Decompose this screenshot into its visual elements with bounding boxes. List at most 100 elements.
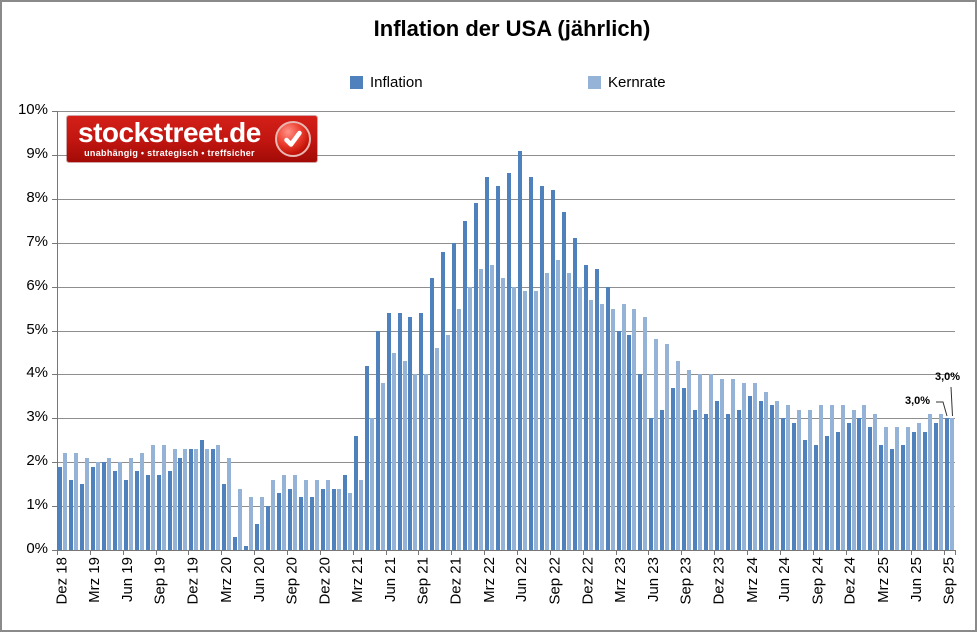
bar-inflation (331, 488, 336, 550)
y-axis-label: 1% (26, 496, 48, 514)
legend-label-inflation: Inflation (370, 73, 423, 91)
x-tick (812, 550, 814, 555)
bar-kernrate (314, 479, 319, 550)
inflation-swatch-icon (350, 75, 363, 89)
x-tick (549, 550, 551, 555)
bar-inflation (846, 422, 851, 550)
bar-kernrate (293, 475, 297, 550)
bar-kernrate (774, 400, 779, 550)
x-axis-label: Dez 22 (579, 557, 597, 605)
bar-inflation (813, 444, 818, 550)
bar-inflation (528, 176, 533, 550)
y-axis-label: 8% (26, 188, 48, 206)
bar-kernrate (501, 277, 505, 550)
bar-inflation (857, 418, 862, 550)
bar-inflation (452, 242, 457, 550)
bar-kernrate (117, 462, 122, 550)
legend-item-inflation: Inflation (350, 72, 423, 92)
bar-inflation (178, 457, 183, 550)
bar-inflation (824, 435, 829, 550)
x-tick (352, 550, 354, 555)
bar-inflation (912, 431, 917, 550)
bar-inflation (682, 387, 687, 550)
x-tick (451, 550, 453, 555)
x-tick (517, 550, 518, 555)
bar-inflation (255, 523, 260, 550)
bar-inflation (364, 365, 369, 550)
annotation-inflation-last: 3,0% (905, 395, 931, 407)
x-tick (155, 550, 157, 555)
bar-inflation (583, 264, 588, 550)
bar-kernrate (862, 405, 867, 550)
gridline (57, 111, 955, 112)
bar-inflation (934, 422, 939, 550)
bar-inflation (594, 269, 599, 550)
x-tick (681, 550, 683, 555)
bar-kernrate (63, 453, 67, 550)
x-tick (254, 550, 256, 555)
bar-kernrate (676, 361, 681, 550)
bar-kernrate (785, 405, 790, 550)
bar-kernrate (522, 291, 527, 550)
bar-inflation (901, 444, 906, 550)
bar-kernrate (205, 449, 210, 550)
x-axis-label: Jun 21 (382, 557, 399, 603)
x-tick (955, 550, 956, 555)
y-axis-label: 0% (26, 540, 48, 557)
bar-kernrate (271, 479, 275, 550)
bar-kernrate (873, 413, 878, 550)
x-axis-label: Mrz 25 (874, 557, 892, 603)
y-axis-label: 7% (26, 232, 48, 250)
bar-inflation (222, 484, 227, 550)
bar-kernrate (249, 497, 254, 550)
bar-kernrate (106, 457, 111, 550)
bar-kernrate (796, 409, 801, 550)
bar-inflation (156, 475, 161, 550)
x-tick (221, 550, 223, 555)
bar-inflation (134, 471, 139, 550)
x-axis-label: Sep 23 (677, 557, 695, 605)
bar-kernrate (731, 378, 735, 550)
bar-inflation (627, 334, 632, 550)
x-axis-label: Dez 24 (842, 557, 859, 605)
x-axis-label: Dez 23 (710, 557, 728, 605)
x-axis-line (57, 550, 955, 551)
bar-inflation (704, 413, 709, 550)
bar-kernrate (391, 352, 396, 550)
bar-kernrate (347, 492, 352, 550)
gridline (57, 506, 955, 508)
x-tick (122, 550, 124, 555)
bar-kernrate (851, 409, 856, 550)
stockstreet-logo: stockstreet.de unabhängig • strategisch … (67, 116, 317, 162)
bar-inflation (375, 330, 380, 550)
bar-inflation (649, 418, 654, 550)
bar-kernrate (742, 383, 746, 550)
y-axis-line (57, 111, 58, 555)
bar-inflation (693, 409, 698, 550)
bar-inflation (408, 317, 413, 550)
x-axis-label: Jun 23 (644, 557, 662, 603)
bar-kernrate (577, 286, 582, 550)
bar-kernrate (435, 348, 440, 550)
bar-kernrate (128, 457, 133, 550)
bar-kernrate (763, 392, 768, 550)
x-tick (911, 550, 913, 555)
bar-kernrate (829, 405, 834, 550)
x-axis-label: Dez 18 (53, 557, 71, 605)
bar-kernrate (544, 273, 549, 550)
x-tick (648, 550, 650, 555)
kernrate-swatch-icon (588, 75, 601, 89)
x-axis-label: Sep 19 (152, 557, 169, 605)
bar-kernrate (369, 418, 374, 550)
bar-kernrate (446, 334, 451, 550)
bar-inflation (835, 431, 840, 550)
bar-kernrate (358, 479, 363, 550)
bar-inflation (101, 462, 106, 550)
bar-kernrate (73, 453, 78, 550)
bar-kernrate (566, 273, 571, 550)
x-axis-label: Mrz 23 (612, 557, 629, 603)
bar-kernrate (194, 449, 199, 550)
gridline (57, 154, 955, 156)
bar-kernrate (380, 383, 385, 550)
y-tick (52, 506, 57, 508)
